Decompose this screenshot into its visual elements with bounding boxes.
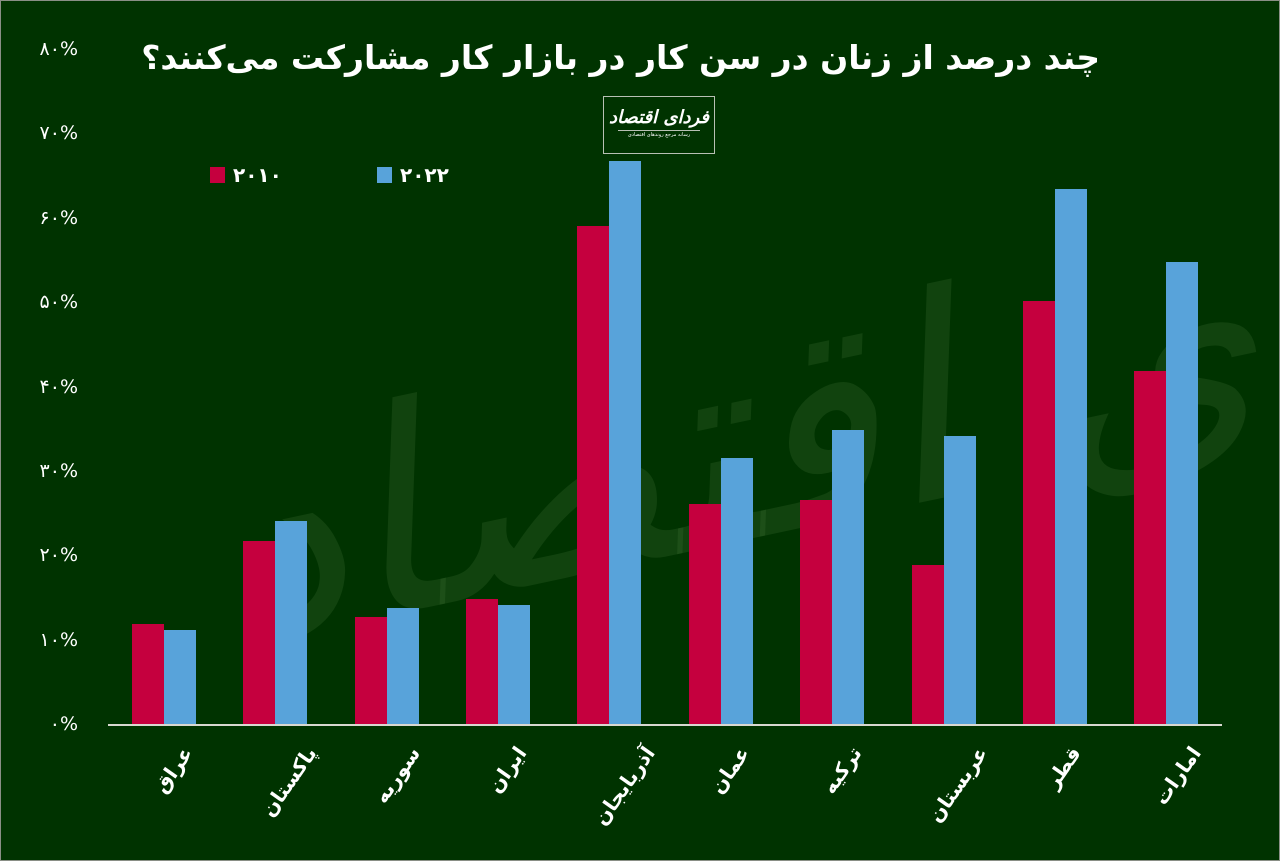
- bar-group: [354, 50, 419, 725]
- legend-swatch-2010: [210, 167, 225, 183]
- y-tick-label: ۶۰%: [39, 206, 78, 229]
- bar-0: [688, 503, 721, 725]
- chart-title: چند درصد از زنان در سن کار در بازار کار …: [141, 38, 1100, 77]
- bar-group: [911, 50, 976, 725]
- bar-1: [386, 607, 419, 725]
- bar-1: [943, 436, 976, 725]
- bar-0: [1022, 301, 1055, 725]
- bar-1: [720, 458, 753, 725]
- bar-1: [497, 605, 530, 725]
- y-tick-label: ۵۰%: [39, 291, 78, 314]
- legend-swatch-2022: [377, 167, 392, 183]
- bar-1: [275, 520, 308, 725]
- bar-0: [1134, 371, 1167, 725]
- y-tick-label: ۰%: [49, 713, 78, 735]
- bar-0: [354, 617, 387, 725]
- y-tick-label: ۴۰%: [39, 375, 78, 398]
- bar-0: [800, 499, 833, 725]
- legend-item-2022: ۲۰۲۲: [377, 163, 449, 187]
- y-tick-label: ۸۰%: [39, 38, 78, 60]
- bar-group: [800, 50, 865, 725]
- bar-group: [1022, 50, 1087, 725]
- brand-logo: فردای اقتصاد رسانه مرجع روندهای اقتصادی: [603, 96, 715, 154]
- bar-0: [577, 226, 610, 725]
- bar-1: [163, 629, 196, 725]
- bar-group: [243, 50, 308, 725]
- bar-group: [131, 50, 196, 725]
- y-tick-label: ۱۰%: [39, 628, 78, 651]
- plot-area: [108, 50, 1222, 725]
- logo-rule: [618, 130, 700, 131]
- x-axis-line: [108, 724, 1222, 726]
- bar-1: [1166, 261, 1199, 725]
- bar-1: [832, 429, 865, 725]
- legend-label-2022: ۲۰۲۲: [400, 163, 449, 187]
- bar-0: [911, 564, 944, 725]
- bar-0: [131, 623, 164, 725]
- legend-item-2010: ۲۰۱۰: [210, 163, 282, 187]
- bar-group: [465, 50, 530, 725]
- bar-group: [1134, 50, 1199, 725]
- bar-1: [1054, 189, 1087, 725]
- bar-0: [465, 599, 498, 725]
- y-tick-label: ۲۰%: [39, 544, 78, 567]
- bar-0: [243, 541, 276, 725]
- bar-group: [688, 50, 753, 725]
- bar-1: [609, 161, 642, 725]
- logo-text: فردای اقتصاد: [608, 107, 710, 128]
- logo-subtitle: رسانه مرجع روندهای اقتصادی: [627, 132, 691, 138]
- y-tick-label: ۷۰%: [39, 122, 78, 145]
- legend-label-2010: ۲۰۱۰: [233, 163, 282, 187]
- bar-group: [577, 50, 642, 725]
- y-tick-label: ۳۰%: [39, 459, 78, 482]
